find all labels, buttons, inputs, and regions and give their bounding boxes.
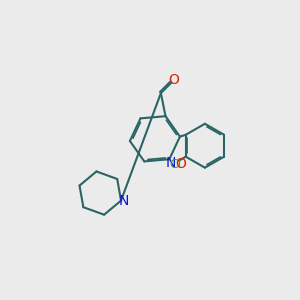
Text: Cl: Cl (169, 158, 182, 171)
Text: N: N (118, 194, 128, 208)
Text: O: O (169, 73, 180, 87)
Text: O: O (175, 157, 186, 171)
Text: N: N (165, 156, 176, 170)
